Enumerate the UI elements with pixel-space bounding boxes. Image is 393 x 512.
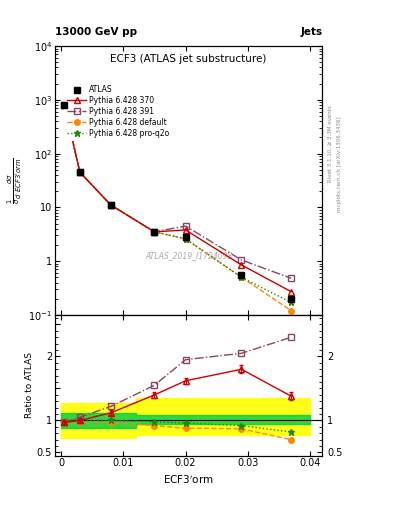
X-axis label: ECF3$^{\prime}$orm: ECF3$^{\prime}$orm — [163, 474, 214, 486]
Text: Jets: Jets — [300, 27, 322, 37]
Text: ECF3 (ATLAS jet substructure): ECF3 (ATLAS jet substructure) — [110, 54, 267, 64]
Y-axis label: $\frac{1}{\sigma}\frac{d\sigma}{d\ ECF3^{\prime}orm}$: $\frac{1}{\sigma}\frac{d\sigma}{d\ ECF3^… — [6, 157, 24, 204]
Text: 13000 GeV pp: 13000 GeV pp — [55, 27, 137, 37]
Text: Rivet 3.1.10, ≥ 3.3M events: Rivet 3.1.10, ≥ 3.3M events — [328, 105, 333, 182]
Text: ATLAS_2019_I1724098: ATLAS_2019_I1724098 — [145, 251, 232, 260]
Text: mcplots.cern.ch [arXiv:1306.3436]: mcplots.cern.ch [arXiv:1306.3436] — [337, 116, 342, 211]
Legend: ATLAS, Pythia 6.428 370, Pythia 6.428 391, Pythia 6.428 default, Pythia 6.428 pr: ATLAS, Pythia 6.428 370, Pythia 6.428 39… — [64, 82, 173, 141]
Y-axis label: Ratio to ATLAS: Ratio to ATLAS — [25, 352, 34, 418]
